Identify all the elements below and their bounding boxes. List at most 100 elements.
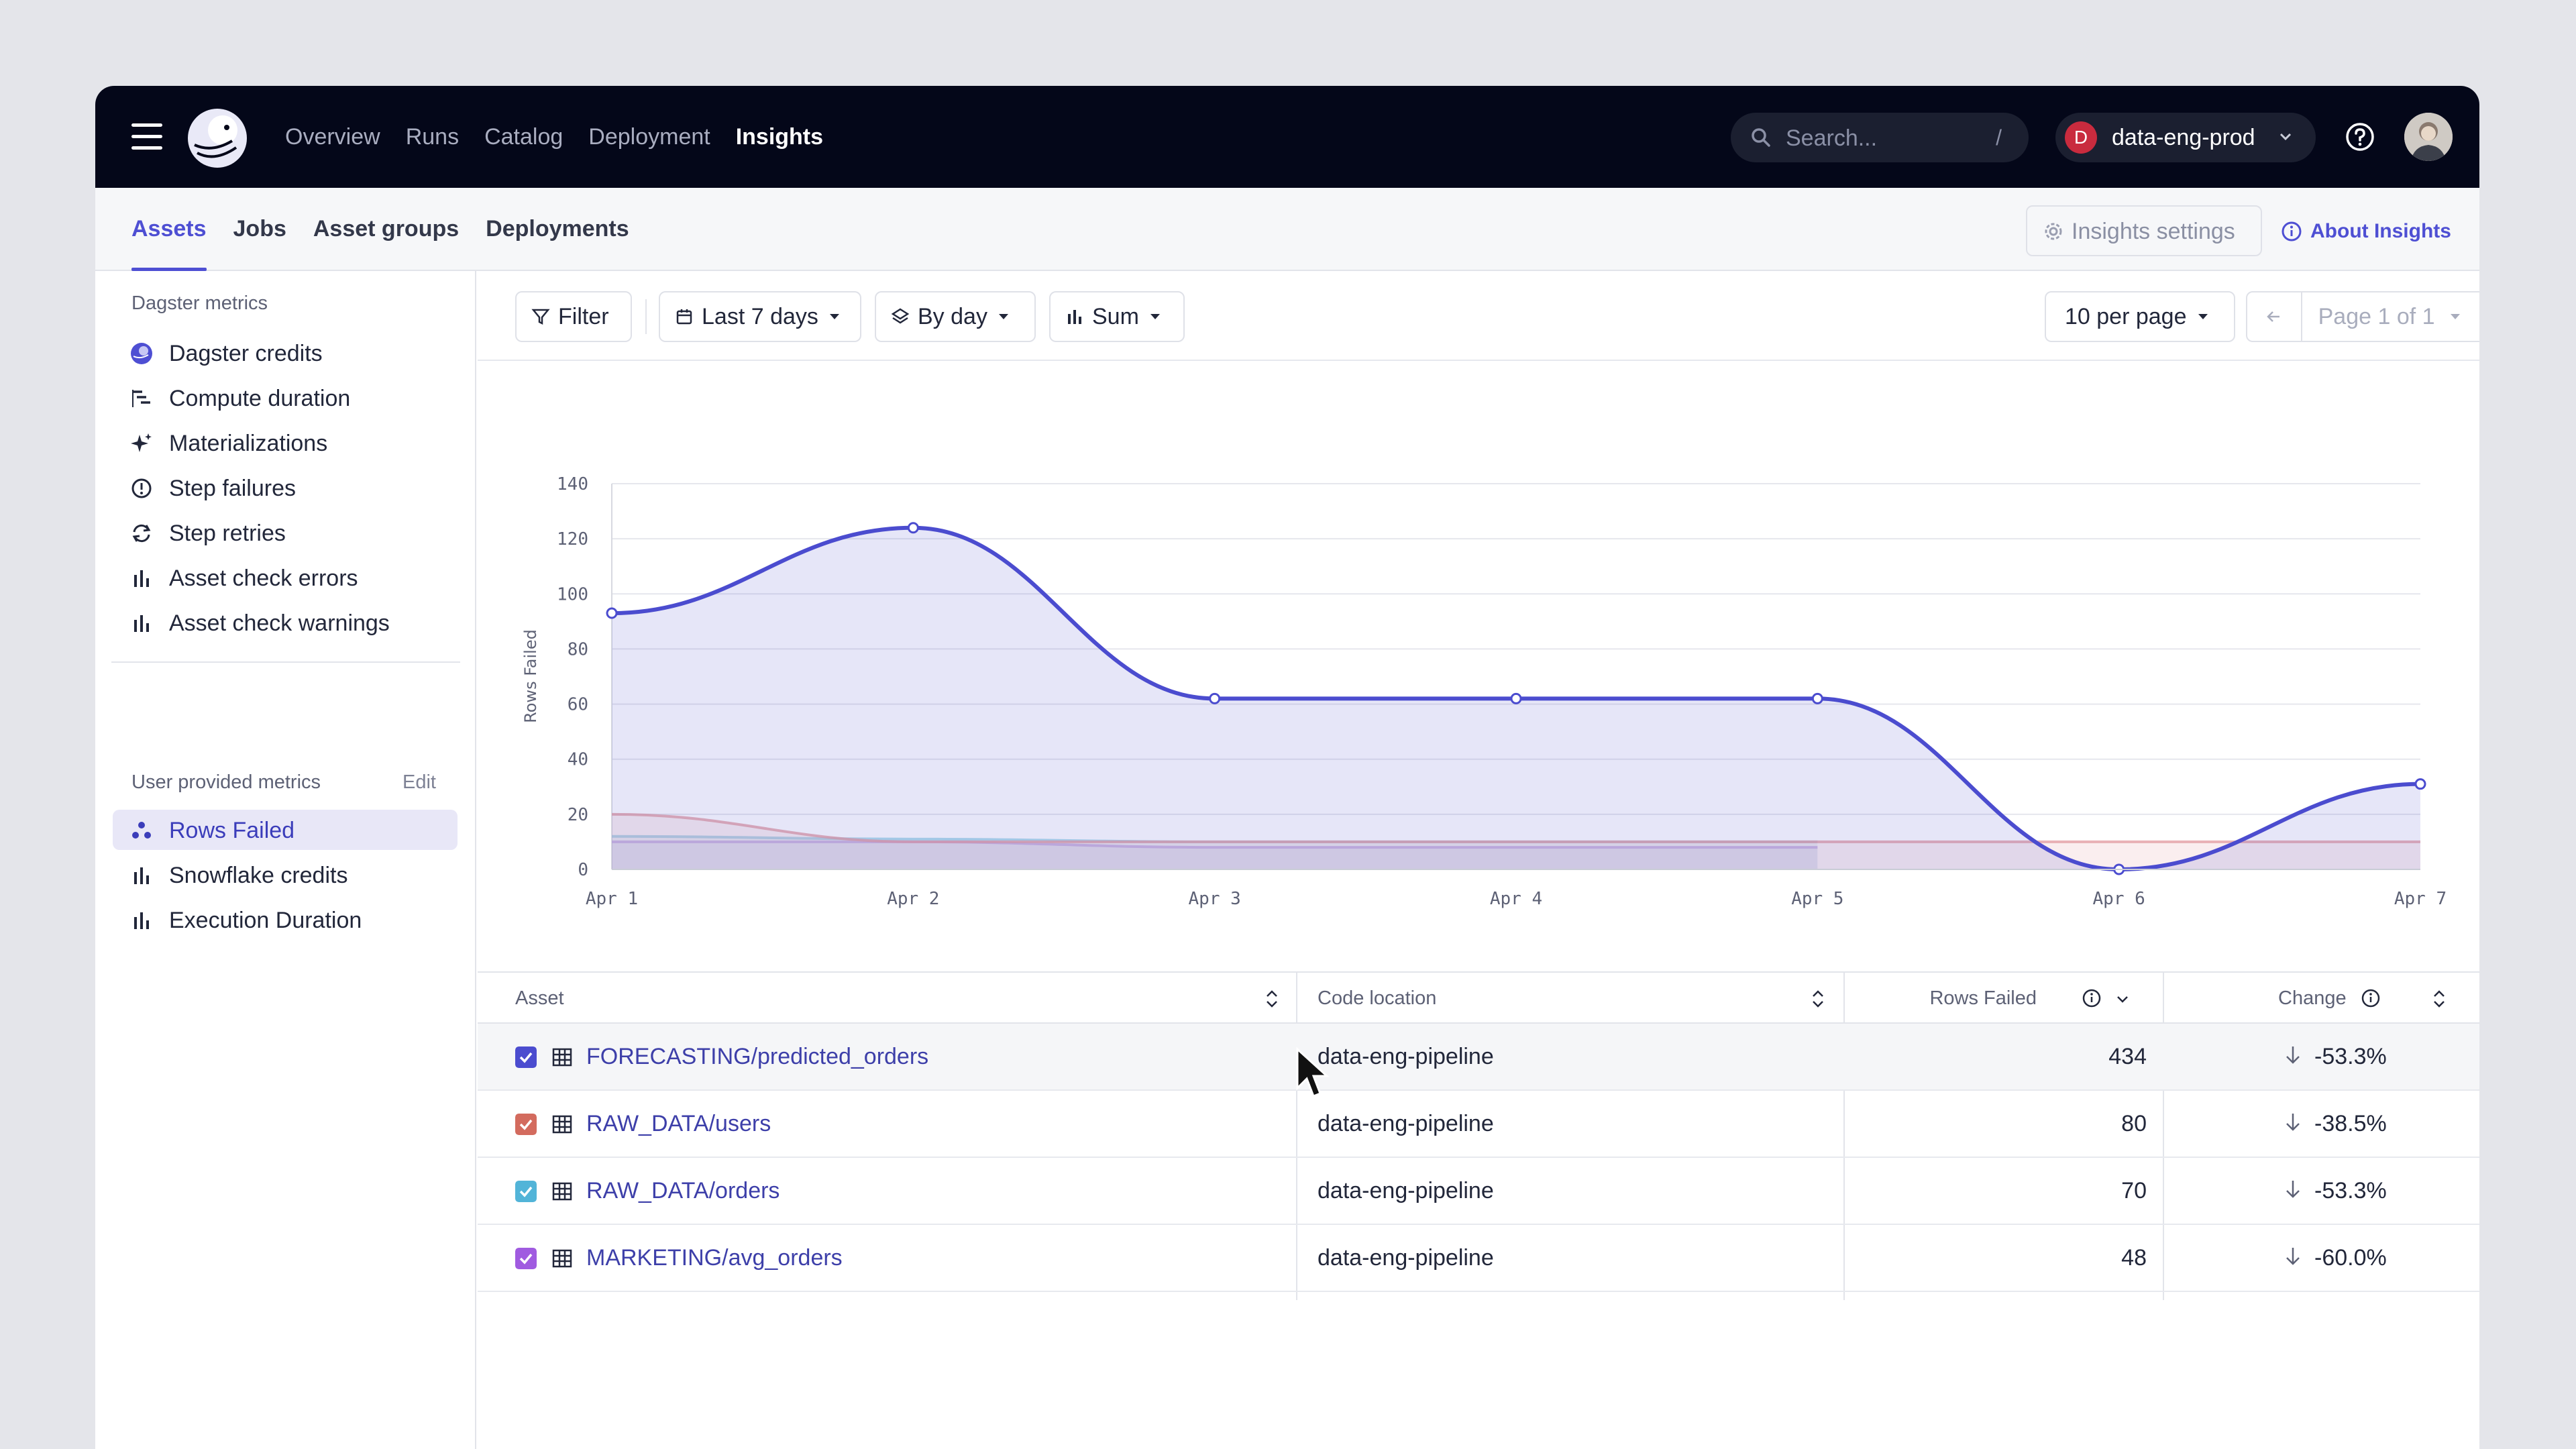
- code-location-column-header[interactable]: Code location: [1318, 987, 1437, 1009]
- org-switcher[interactable]: D data-eng-prod: [2055, 113, 2316, 162]
- nav-link-overview[interactable]: Overview: [285, 123, 380, 150]
- table-row[interactable]: RAW_DATA/users data-eng-pipeline 80 -38.5%: [478, 1091, 2479, 1158]
- x-tick-label: Apr 3: [1189, 889, 1241, 909]
- info-icon[interactable]: [2081, 987, 2102, 1009]
- rows-failed-value: 48: [2121, 1245, 2147, 1271]
- tab-deployments[interactable]: Deployments: [486, 216, 629, 241]
- series-checkbox[interactable]: [515, 1046, 537, 1068]
- sidebar-item-snowflake-credits[interactable]: Snowflake credits: [113, 855, 458, 895]
- filter-toolbar: Filter Last 7 days By day Sum 10 per pag…: [478, 271, 2479, 361]
- table-row[interactable]: FORECASTING/predicted_orders data-eng-pip…: [478, 1024, 2479, 1091]
- y-tick-label: 40: [568, 750, 588, 770]
- org-name: data-eng-prod: [2112, 125, 2255, 150]
- change-value: -53.3%: [2314, 1044, 2387, 1069]
- date-range-select[interactable]: Last 7 days: [659, 291, 861, 342]
- series-checkbox[interactable]: [515, 1181, 537, 1202]
- gear-icon: [2045, 223, 2062, 240]
- asset-link[interactable]: FORECASTING/predicted_orders: [586, 1044, 929, 1069]
- arrow-down-icon: [2286, 1248, 2300, 1265]
- series-checkbox[interactable]: [515, 1248, 537, 1269]
- sidebar-item-label: Compute duration: [169, 386, 351, 411]
- search-input[interactable]: Search... /: [1731, 113, 2029, 162]
- change-column-header[interactable]: Change: [2278, 987, 2347, 1009]
- search-placeholder: Search...: [1786, 125, 1878, 151]
- group-by-select[interactable]: By day: [875, 291, 1036, 342]
- data-point: [1811, 692, 1823, 704]
- arrow-down-icon: [2286, 1046, 2300, 1064]
- error-circle-icon: [131, 478, 152, 498]
- sidebar-item-execution-duration[interactable]: Execution Duration: [113, 900, 458, 940]
- user-avatar[interactable]: [2404, 113, 2453, 161]
- table-row[interactable]: MARKETING/avg_orders data-eng-pipeline 48 -…: [478, 1225, 2479, 1292]
- aggregation-label: Sum: [1092, 303, 1139, 329]
- asset-link[interactable]: MARKETING/avg_orders: [586, 1245, 843, 1271]
- nav-link-deployment[interactable]: Deployment: [588, 123, 710, 150]
- arrow-left-icon: [2267, 311, 2279, 322]
- insights-settings-label: Insights settings: [2072, 219, 2235, 244]
- sidebar-item-dagster-credits[interactable]: Dagster credits: [113, 333, 458, 373]
- info-icon: [2282, 221, 2302, 241]
- help-icon[interactable]: [2344, 121, 2376, 153]
- column-divider: [1843, 973, 1845, 1300]
- sort-icon[interactable]: [1264, 987, 1280, 1010]
- rows-failed-column-header[interactable]: Rows Failed: [1929, 973, 2161, 1024]
- sidebar-item-rows-failed[interactable]: Rows Failed: [113, 810, 458, 850]
- series-area: [612, 841, 1818, 869]
- page-label: Page 1 of 1: [2318, 303, 2435, 329]
- asset-link[interactable]: RAW_DATA/orders: [586, 1178, 780, 1203]
- group-by-label: By day: [918, 303, 987, 329]
- sidebar-item-label: Snowflake credits: [169, 863, 348, 888]
- about-insights-label: About Insights: [2310, 220, 2451, 242]
- table-row[interactable]: RAW_DATA/orders data-eng-pipeline 70 -53.3%: [478, 1158, 2479, 1225]
- per-page-select[interactable]: 10 per page: [2045, 291, 2235, 342]
- series-checkbox[interactable]: [515, 1114, 537, 1135]
- y-tick-label: 80: [568, 639, 588, 659]
- sidebar-item-compute-duration[interactable]: Compute duration: [113, 378, 458, 418]
- about-insights-link[interactable]: About Insights: [2281, 215, 2451, 248]
- sidebar-item-label: Rows Failed: [169, 818, 295, 843]
- sub-header: Assets Jobs Asset groups Deployments Ins…: [95, 188, 2479, 271]
- sparkle-icon: [131, 433, 152, 452]
- x-tick-label: Apr 7: [2394, 889, 2447, 909]
- page-select[interactable]: Page 1 of 1: [2302, 292, 2479, 341]
- filter-button[interactable]: Filter: [515, 291, 632, 342]
- asset-column-header[interactable]: Asset: [515, 987, 564, 1009]
- caret-down-icon: [1150, 314, 1160, 319]
- caret-down-icon: [2450, 314, 2460, 319]
- sidebar-item-label: Asset check errors: [169, 566, 358, 591]
- nav-link-runs[interactable]: Runs: [405, 123, 460, 150]
- sort-icon[interactable]: [1810, 987, 1826, 1010]
- dagster-metrics-heading: Dagster metrics: [131, 292, 268, 314]
- chevron-down-icon[interactable]: [2114, 987, 2131, 1010]
- nav-link-insights[interactable]: Insights: [735, 123, 824, 150]
- sidebar-item-asset-check-errors[interactable]: Asset check errors: [113, 557, 458, 598]
- dagster-logo-icon[interactable]: [185, 106, 250, 170]
- table-icon: [552, 1115, 572, 1134]
- prev-page-button[interactable]: [2247, 292, 2302, 341]
- aggregation-select[interactable]: Sum: [1049, 291, 1185, 342]
- insights-settings-button[interactable]: Insights settings: [2026, 205, 2262, 256]
- sort-icon[interactable]: [2431, 987, 2447, 1010]
- waterfall-icon: [132, 390, 150, 407]
- chevron-down-icon: [2279, 133, 2292, 141]
- nav-link-catalog[interactable]: Catalog: [484, 123, 564, 150]
- sidebar-divider: [111, 661, 460, 663]
- tab-asset-groups[interactable]: Asset groups: [313, 216, 460, 241]
- tab-jobs[interactable]: Jobs: [233, 216, 286, 241]
- sidebar-item-asset-check-warnings[interactable]: Asset check warnings: [113, 602, 458, 643]
- code-location: data-eng-pipeline: [1318, 1245, 1494, 1271]
- app-window: Overview Runs Catalog Deployment Insight…: [95, 86, 2479, 1449]
- y-tick-label: 20: [568, 805, 588, 825]
- filter-label: Filter: [558, 303, 609, 329]
- top-nav: Overview Runs Catalog Deployment Insight…: [95, 86, 2479, 188]
- menu-icon[interactable]: [131, 123, 162, 150]
- sidebar-item-step-failures[interactable]: Step failures: [113, 468, 458, 508]
- retry-icon: [132, 524, 151, 543]
- sidebar-item-materializations[interactable]: Materializations: [113, 423, 458, 463]
- sidebar-item-step-retries[interactable]: Step retries: [113, 513, 458, 553]
- info-icon[interactable]: [2360, 987, 2381, 1009]
- asset-link[interactable]: RAW_DATA/users: [586, 1111, 771, 1136]
- y-tick-label: 140: [557, 474, 588, 494]
- tab-assets[interactable]: Assets: [131, 188, 207, 271]
- edit-metrics-button[interactable]: Edit: [402, 771, 436, 793]
